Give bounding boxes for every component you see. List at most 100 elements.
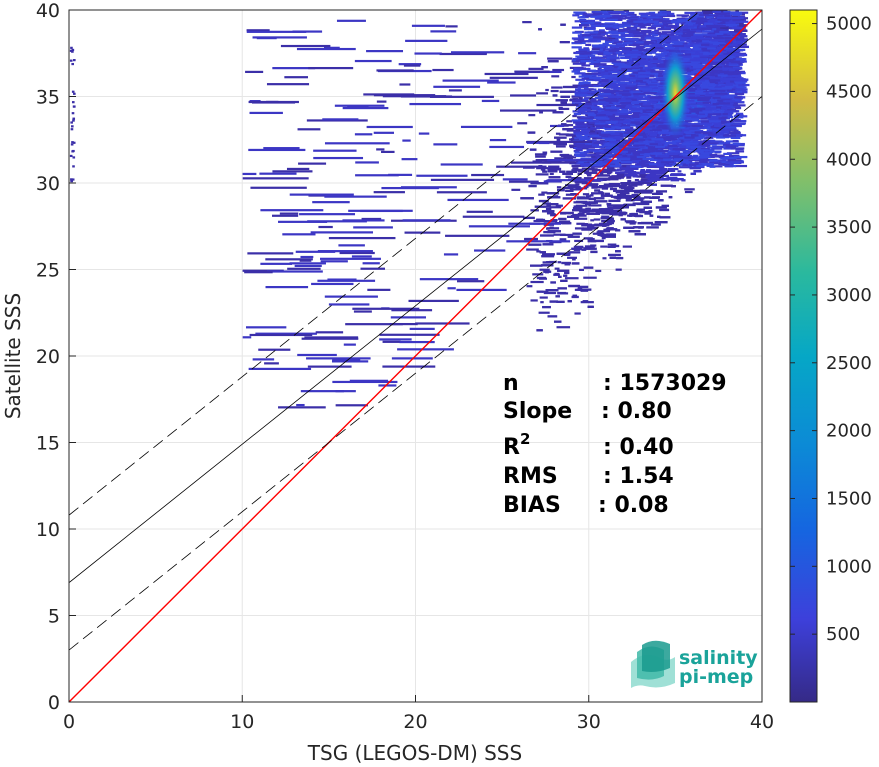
- density-cell: [572, 258, 576, 261]
- density-cell: [631, 109, 645, 113]
- density-cell: [596, 231, 604, 234]
- density-cell: [649, 119, 663, 122]
- density-cell: [547, 196, 561, 199]
- density-cell: [721, 62, 726, 66]
- density-cell: [639, 189, 654, 192]
- density-cell: [681, 179, 686, 182]
- density-cell: [705, 63, 713, 66]
- density-cell: [615, 69, 624, 73]
- density-cell: [616, 168, 622, 171]
- density-cell: [636, 202, 650, 206]
- density-cell: [645, 135, 650, 138]
- density-cell: [550, 89, 559, 93]
- density-cell: [567, 185, 581, 189]
- density-cell: [556, 252, 569, 255]
- density-cell: [642, 81, 651, 84]
- density-cell: [576, 222, 585, 225]
- density-cell: [595, 269, 602, 273]
- density-cell: [677, 170, 682, 173]
- density-cell: [615, 250, 621, 253]
- density-cell: [644, 212, 652, 215]
- density-cell: [560, 279, 568, 282]
- density-cell: [584, 245, 595, 248]
- density-cell: [541, 264, 554, 267]
- density-cell: [713, 63, 725, 66]
- density-cell: [567, 157, 573, 160]
- density-cell: [628, 214, 633, 217]
- density-cell: [593, 218, 601, 221]
- density-cell: [676, 14, 690, 17]
- density-cell: [713, 111, 725, 114]
- density-cell: [644, 196, 651, 199]
- density-cell: [559, 221, 565, 224]
- density-cell: [546, 203, 559, 206]
- density-cell: [723, 83, 736, 86]
- density-cell: [583, 177, 595, 180]
- density-cell: [540, 301, 544, 304]
- density-cell: [634, 214, 644, 218]
- density-cell: [630, 189, 644, 193]
- density-cell: [642, 145, 653, 148]
- density-cell: [587, 225, 595, 228]
- density-cell: [549, 226, 554, 229]
- density-cell: [558, 106, 563, 110]
- density-cell: [698, 105, 703, 108]
- density-cell: [684, 190, 693, 194]
- density-cell: [624, 171, 637, 174]
- density-cell: [634, 233, 646, 236]
- density-cell: [566, 120, 573, 123]
- density-cell: [557, 269, 570, 272]
- density-cell: [720, 99, 729, 102]
- density-cell: [629, 174, 638, 177]
- density-cell: [589, 201, 597, 204]
- density-cell: [611, 175, 626, 178]
- density-cell: [671, 185, 676, 188]
- density-cell: [570, 193, 576, 196]
- density-cell: [565, 193, 575, 196]
- density-cell: [571, 75, 576, 79]
- density-cell: [535, 155, 546, 158]
- density-cell: [620, 182, 630, 185]
- density-cell: [579, 210, 590, 213]
- density-cell: [693, 170, 702, 173]
- density-cell: [587, 184, 598, 187]
- density-cell: [696, 80, 709, 83]
- density-cell: [591, 192, 605, 195]
- density-cell: [561, 261, 571, 265]
- density-cell: [625, 167, 639, 170]
- density-cell: [538, 199, 549, 203]
- density-cell: [654, 165, 665, 169]
- density-cell: [654, 170, 665, 173]
- density-cell: [577, 172, 582, 176]
- density-cell: [574, 181, 586, 184]
- density-cell: [727, 80, 732, 84]
- density-cell: [719, 105, 727, 108]
- density-cell: [556, 326, 571, 329]
- density-cell: [536, 290, 544, 293]
- density-cell: [660, 184, 673, 187]
- density-cell: [607, 178, 619, 181]
- density-cell: [733, 22, 744, 25]
- density-cell: [538, 311, 550, 314]
- density-cell: [526, 285, 533, 288]
- density-cell: [658, 178, 670, 181]
- density-cell: [700, 12, 714, 15]
- density-cell: [542, 243, 554, 246]
- density-cell: [559, 170, 566, 173]
- density-cell: [558, 275, 562, 278]
- density-cell: [542, 170, 548, 173]
- density-cell: [528, 114, 536, 117]
- density-cell: [595, 174, 600, 177]
- density-cell: [588, 197, 596, 201]
- density-cloud: [69, 10, 750, 409]
- density-cell: [549, 206, 562, 209]
- density-cell: [688, 57, 699, 61]
- density-cell: [583, 266, 594, 269]
- density-cell: [596, 209, 609, 212]
- density-cell: [610, 113, 624, 116]
- density-cell: [639, 210, 652, 214]
- density-cell: [627, 179, 632, 183]
- density-cell: [597, 177, 609, 180]
- density-cell: [639, 118, 644, 121]
- density-cell: [530, 264, 543, 267]
